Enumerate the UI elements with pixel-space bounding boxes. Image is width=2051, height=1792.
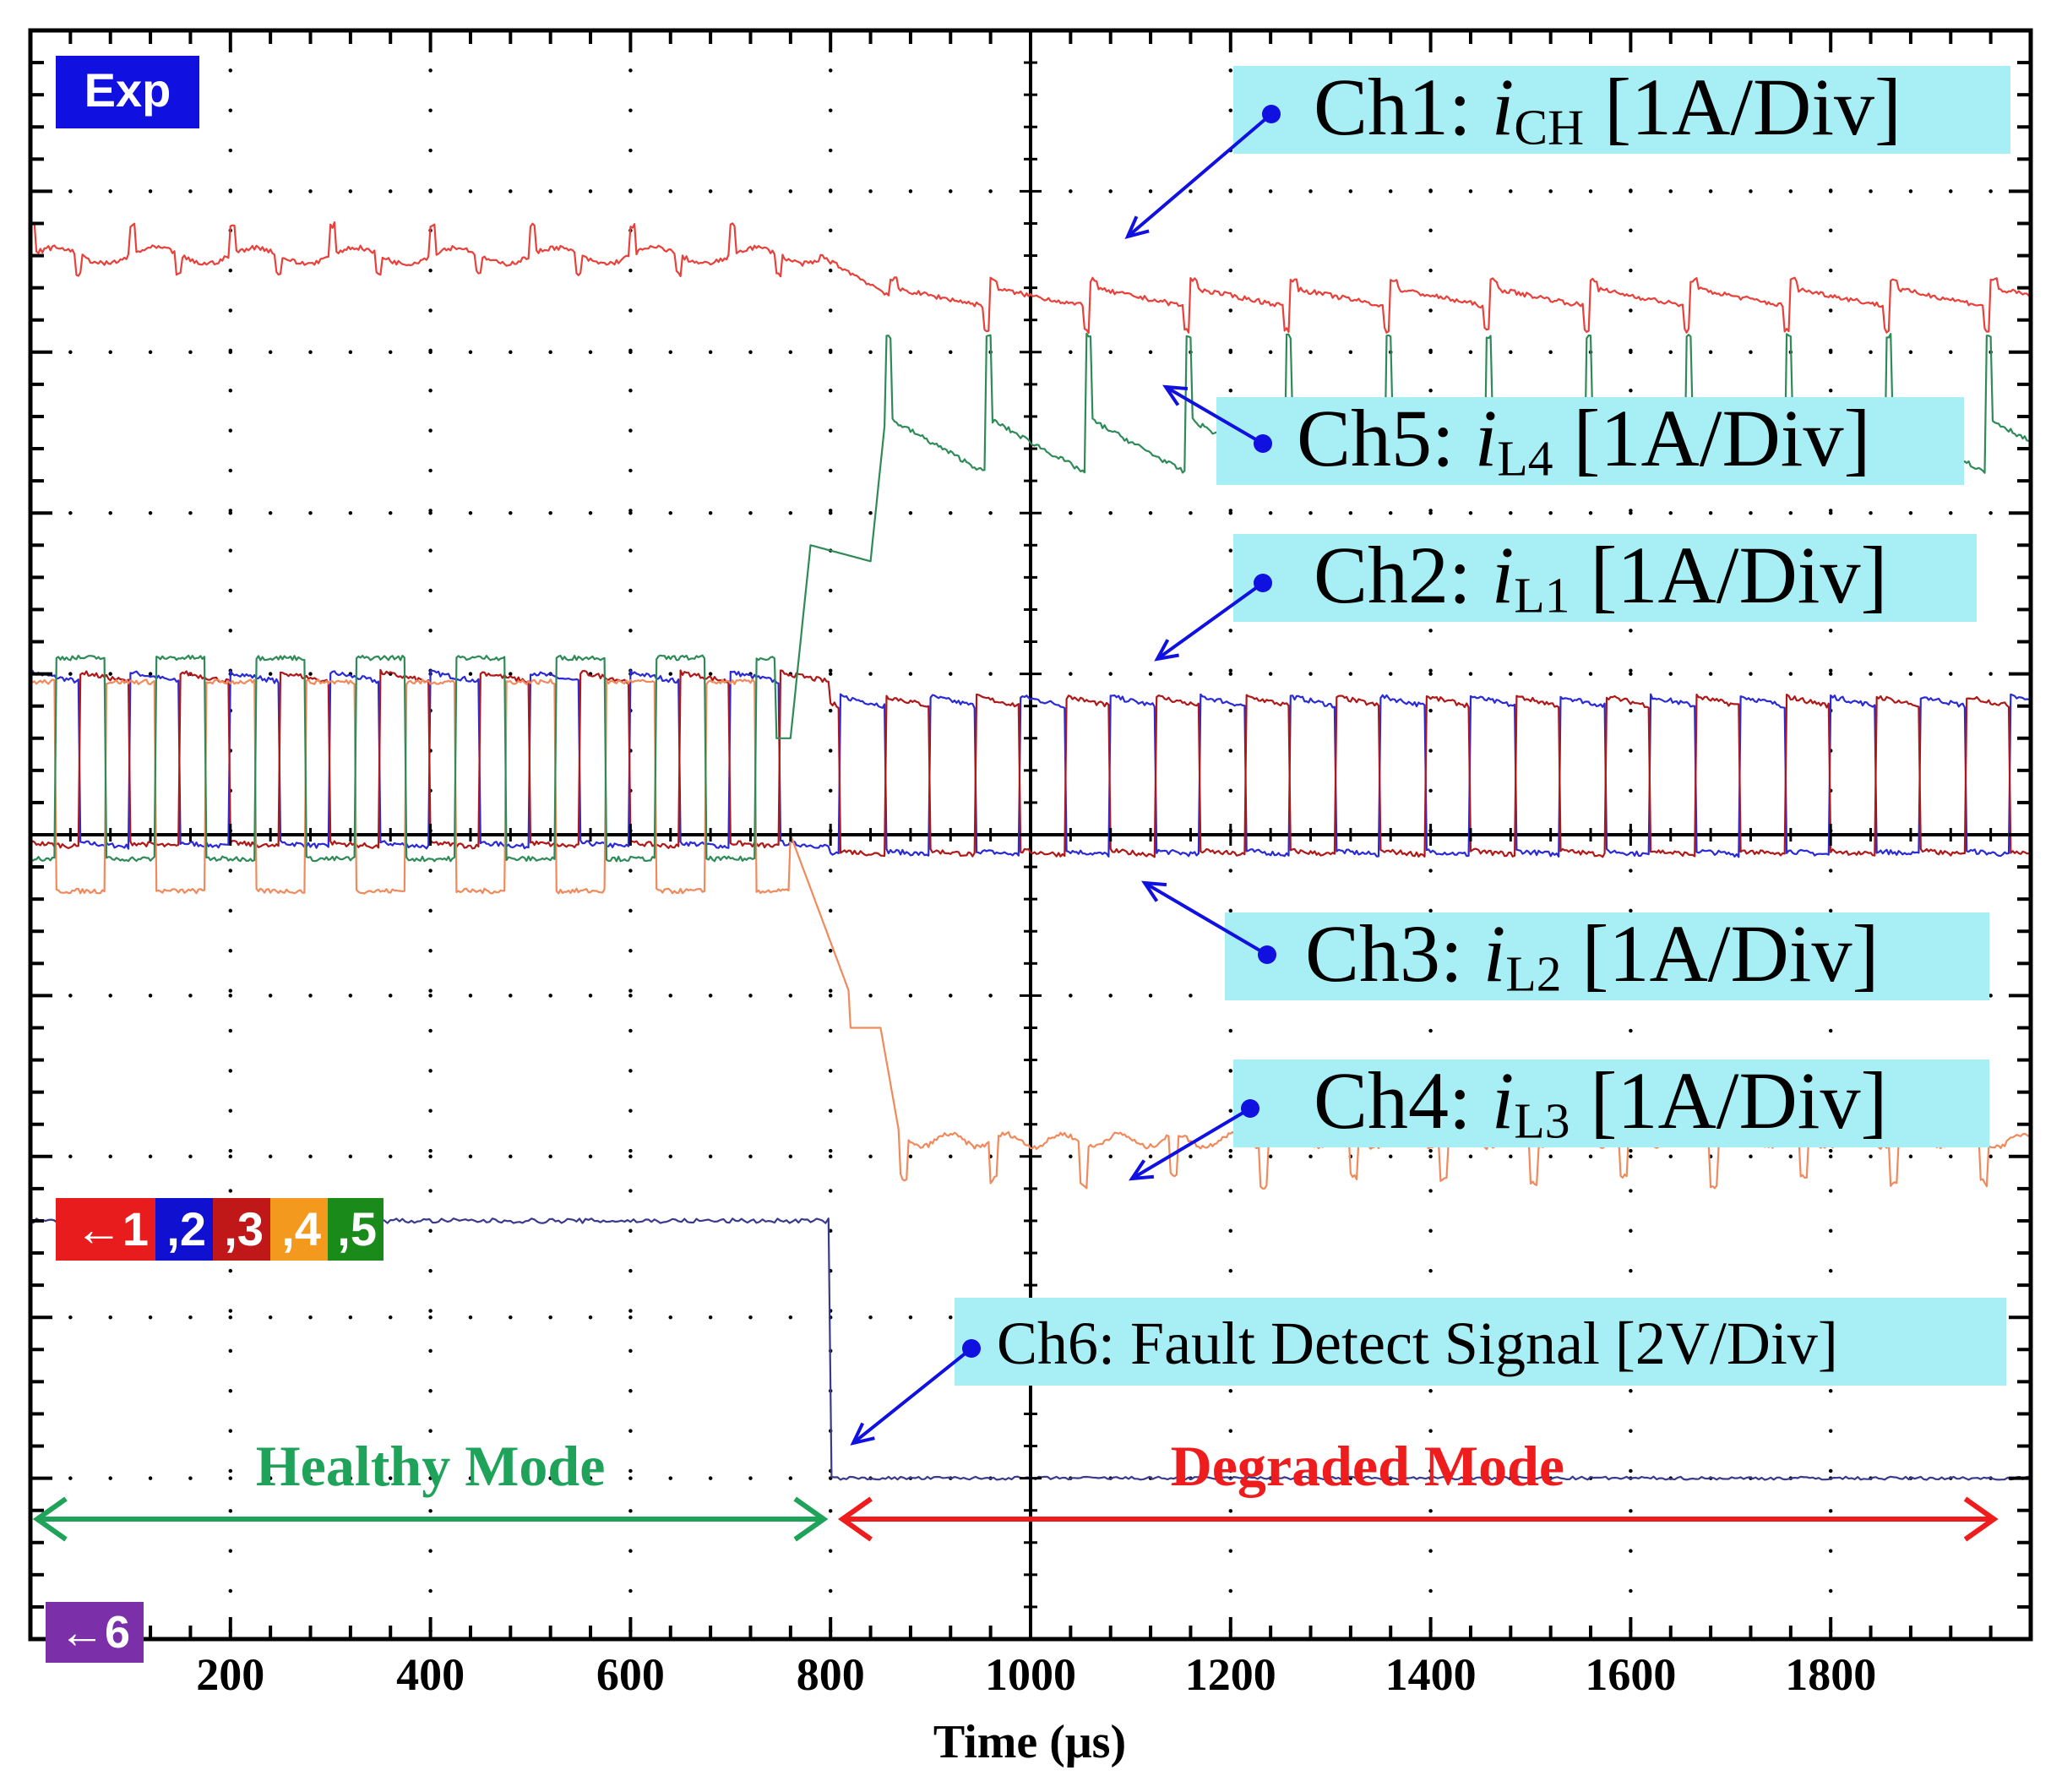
ch1-arrow — [1126, 112, 1273, 238]
x-tick-label: 200 — [196, 1649, 264, 1700]
ch3-dot — [1258, 945, 1276, 964]
exp-badge-bg — [56, 56, 199, 128]
ch1-label: Ch1: iCH [1A/Div] — [1314, 62, 1901, 155]
mode-label-0: Healthy Mode — [256, 1434, 606, 1498]
ch2-dot — [1254, 574, 1272, 592]
series-ch2 — [30, 669, 2032, 858]
ch2-label: Ch2: iL1 [1A/Div] — [1314, 530, 1887, 624]
ch3-arrowhead — [1141, 880, 1167, 902]
x-tick-label: 1000 — [985, 1649, 1076, 1700]
ch5-arrowhead — [1162, 384, 1189, 406]
marker-main-item-4: ,5 — [337, 1202, 377, 1255]
exp-badge: Exp — [84, 63, 171, 117]
x-tick-label: 1400 — [1385, 1649, 1477, 1700]
ch6-label-bg — [955, 1298, 2006, 1386]
marker-main-bg-1 — [155, 1198, 213, 1261]
marker-main-item-0: ←1 — [75, 1202, 149, 1255]
marker-main-bg-2 — [213, 1198, 270, 1261]
marker-main-item-2: ,3 — [224, 1202, 264, 1255]
ch5-arrow — [1164, 385, 1265, 445]
x-tick-label: 400 — [396, 1649, 465, 1700]
ch5-dot — [1254, 434, 1272, 453]
x-tick-label: 1800 — [1785, 1649, 1876, 1700]
x-tick-label: 1200 — [1185, 1649, 1276, 1700]
marker-ch6-bg — [46, 1602, 144, 1663]
ch4-arrowhead — [1129, 1159, 1155, 1181]
marker-main-item-3: ,4 — [281, 1202, 321, 1255]
marker-ch6: ←6 — [59, 1607, 130, 1658]
ch3-label: Ch3: iL2 [1A/Div] — [1305, 908, 1879, 1002]
ch3-label-bg — [1225, 912, 1989, 1000]
marker-main-bg-4 — [328, 1198, 384, 1261]
marker-main-bg-0 — [56, 1198, 155, 1261]
mode-arrowhead-left-1 — [837, 1496, 873, 1542]
ch1-arrowhead — [1124, 215, 1150, 239]
ch6-arrowhead — [850, 1422, 875, 1446]
ch6-arrow — [851, 1347, 973, 1445]
ch4-dot — [1241, 1099, 1259, 1118]
x-tick-label: 800 — [797, 1649, 865, 1700]
axis-ticks — [29, 29, 2032, 1641]
ch5-label: Ch5: iL4 [1A/Div] — [1297, 393, 1870, 487]
ch1-dot — [1262, 105, 1281, 123]
mode-arrowhead-left-0 — [32, 1496, 68, 1542]
ch3-arrow — [1143, 881, 1269, 956]
mode-arrowhead-right-0 — [793, 1496, 829, 1542]
ch1-label-bg — [1233, 66, 2010, 154]
ch4-label: Ch4: iL3 [1A/Div] — [1314, 1055, 1887, 1149]
ch2-arrowhead — [1154, 639, 1179, 662]
ch2-label-bg — [1233, 534, 1977, 622]
x-tick-labels: 200 400 600 800 1000 1200 1400 1600 1800 — [196, 1649, 1876, 1700]
ch4-label-bg — [1233, 1059, 1989, 1147]
ch2-arrow — [1156, 581, 1265, 661]
annotations: Ch1: iCH [1A/Div] Ch5: iL4 [1A/Div] Ch2: i… — [32, 62, 2010, 1663]
mode-arrowhead-right-1 — [1963, 1496, 1999, 1542]
marker-main-item-1: ,2 — [166, 1202, 206, 1255]
ch6-dot — [962, 1339, 981, 1358]
ch4-arrow — [1130, 1107, 1252, 1180]
marker-main-bg-3 — [270, 1198, 328, 1261]
x-tick-label: 1600 — [1585, 1649, 1676, 1700]
x-tick-label: 600 — [596, 1649, 665, 1700]
mode-label-1: Degraded Mode — [1171, 1434, 1564, 1498]
x-axis-label: Time (μs) — [933, 1716, 1126, 1768]
series-ch3 — [30, 668, 2032, 858]
series-ch1 — [30, 221, 2032, 335]
ch6-label: Ch6: Fault Detect Signal [2V/Div] — [997, 1310, 1838, 1377]
ch5-label-bg — [1216, 397, 1964, 485]
